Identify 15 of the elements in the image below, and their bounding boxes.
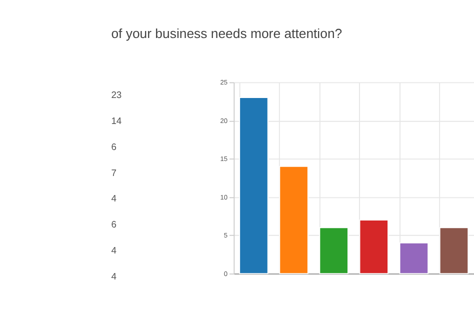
text: 4 — [111, 192, 116, 204]
bar — [439, 227, 469, 274]
chart-title: of your business needs more attention? — [111, 26, 342, 41]
text: 4 — [111, 270, 116, 282]
bar — [239, 97, 268, 274]
bar — [319, 227, 348, 274]
bar — [399, 242, 429, 274]
bar — [279, 166, 308, 274]
text: 6 — [111, 218, 116, 230]
text: 4 — [111, 244, 116, 256]
text: 6 — [111, 140, 116, 152]
bar — [359, 220, 388, 274]
text: 7 — [111, 166, 116, 178]
text: 23 — [111, 89, 122, 100]
text: 14 — [111, 114, 122, 126]
